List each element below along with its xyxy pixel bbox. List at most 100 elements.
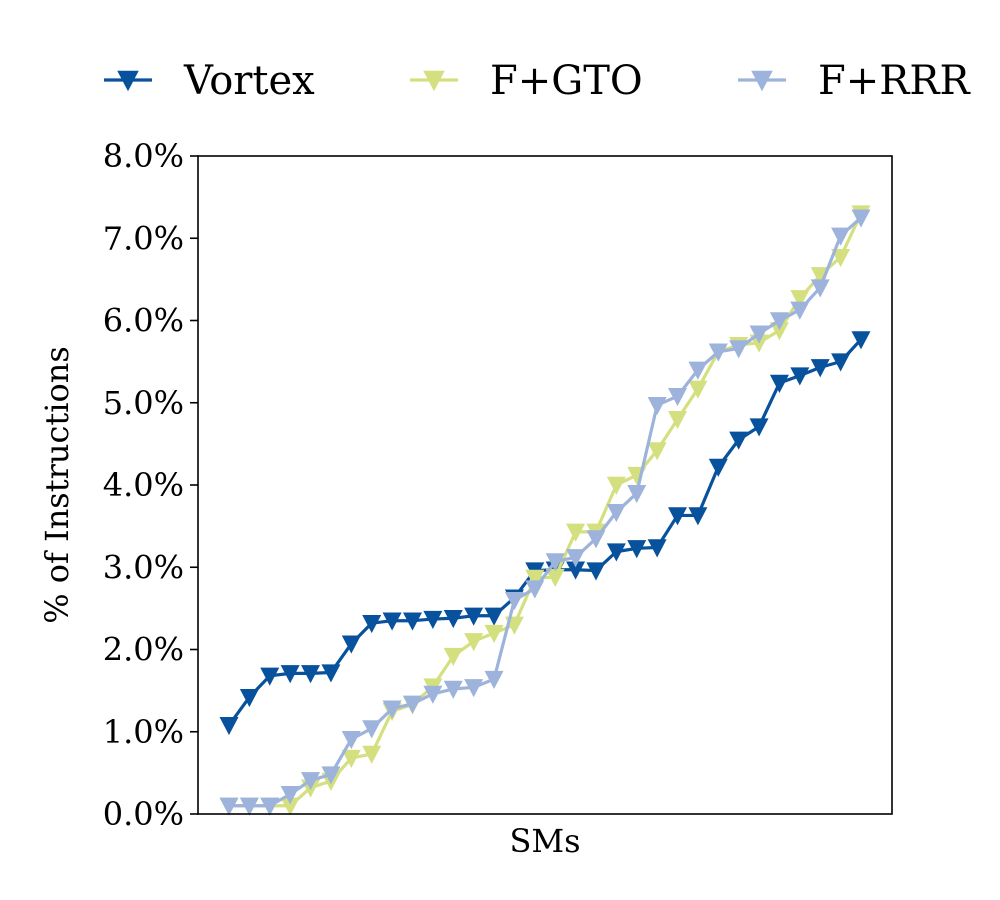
data-point bbox=[831, 353, 851, 372]
y-tick-label: 2.0% bbox=[103, 631, 184, 669]
data-point bbox=[219, 716, 239, 736]
data-point bbox=[668, 411, 688, 430]
data-point bbox=[708, 343, 728, 362]
data-point bbox=[749, 418, 769, 437]
y-tick-label: 3.0% bbox=[103, 548, 184, 586]
series-line bbox=[229, 216, 863, 808]
data-point bbox=[504, 591, 524, 611]
data-point bbox=[708, 458, 728, 477]
legend-item: Vortex bbox=[104, 58, 315, 104]
data-point bbox=[851, 331, 871, 350]
y-tick-label: 6.0% bbox=[103, 302, 184, 340]
data-point bbox=[239, 689, 259, 708]
data-point bbox=[769, 312, 789, 331]
legend-marker bbox=[423, 70, 445, 92]
legend-marker bbox=[751, 70, 773, 92]
data-point bbox=[402, 612, 422, 631]
x-axis-label: SMs bbox=[509, 822, 580, 860]
legend-marker bbox=[117, 70, 139, 92]
data-point bbox=[402, 695, 422, 714]
data-point bbox=[831, 227, 851, 246]
data-point bbox=[688, 380, 708, 399]
data-point bbox=[586, 562, 606, 581]
data-point bbox=[484, 607, 504, 626]
data-point bbox=[831, 248, 851, 268]
data-point bbox=[647, 442, 667, 461]
legend-item: F+GTO bbox=[410, 58, 643, 104]
data-point bbox=[688, 507, 708, 526]
y-tick-label: 1.0% bbox=[103, 713, 184, 751]
series-vortex bbox=[219, 331, 871, 736]
data-point bbox=[280, 665, 300, 684]
legend-label: F+GTO bbox=[490, 58, 643, 104]
data-point bbox=[606, 543, 626, 562]
data-point bbox=[647, 397, 667, 416]
data-point bbox=[321, 766, 341, 785]
y-tick-label: 4.0% bbox=[103, 466, 184, 504]
data-point bbox=[341, 730, 361, 750]
data-point bbox=[382, 700, 402, 719]
data-point bbox=[729, 431, 749, 450]
data-point bbox=[586, 530, 606, 549]
data-point bbox=[688, 361, 708, 380]
data-point bbox=[219, 797, 239, 816]
data-point bbox=[566, 523, 586, 542]
data-point bbox=[484, 670, 504, 690]
legend-label: F+RRR bbox=[818, 58, 972, 104]
data-point bbox=[647, 539, 667, 558]
data-point bbox=[362, 614, 382, 634]
data-point bbox=[729, 340, 749, 359]
data-point bbox=[464, 679, 484, 698]
data-point bbox=[790, 301, 810, 320]
data-point bbox=[260, 797, 280, 816]
data-point bbox=[525, 580, 545, 599]
data-point bbox=[769, 374, 789, 393]
legend-label: Vortex bbox=[183, 58, 315, 104]
data-point bbox=[790, 290, 810, 309]
data-point bbox=[443, 680, 463, 699]
data-point bbox=[525, 569, 545, 588]
data-point bbox=[280, 786, 300, 805]
y-tick-label: 0.0% bbox=[103, 795, 184, 833]
plot-frame bbox=[197, 155, 893, 815]
data-point bbox=[301, 665, 321, 684]
data-point bbox=[606, 476, 626, 495]
data-point bbox=[566, 549, 586, 568]
data-point bbox=[749, 325, 769, 344]
legend: Vortex F+GTO F+RRR bbox=[104, 58, 972, 104]
data-point bbox=[464, 633, 484, 652]
data-point bbox=[810, 359, 830, 378]
data-point bbox=[668, 387, 688, 407]
plot-area bbox=[219, 205, 871, 816]
data-point bbox=[301, 772, 321, 791]
data-point bbox=[443, 610, 463, 629]
data-point bbox=[382, 612, 402, 631]
y-tick-label: 5.0% bbox=[103, 384, 184, 422]
data-point bbox=[606, 503, 626, 523]
series-f-rrr bbox=[219, 209, 871, 816]
data-point bbox=[790, 367, 810, 386]
data-point bbox=[239, 797, 259, 816]
data-point bbox=[260, 667, 280, 686]
data-point bbox=[362, 745, 382, 764]
data-point bbox=[321, 664, 341, 683]
y-axis-label: % of Instructions bbox=[38, 346, 76, 624]
data-point bbox=[362, 720, 382, 739]
data-point bbox=[423, 685, 443, 704]
series-f-gto bbox=[219, 205, 871, 816]
data-point bbox=[484, 624, 504, 643]
data-point bbox=[443, 647, 463, 667]
legend-item: F+RRR bbox=[738, 58, 972, 104]
data-point bbox=[851, 209, 871, 228]
data-point bbox=[810, 279, 830, 298]
data-point bbox=[341, 749, 361, 769]
data-point bbox=[627, 485, 647, 504]
y-tick-label: 8.0% bbox=[103, 137, 184, 175]
data-point bbox=[464, 607, 484, 626]
data-point bbox=[423, 610, 443, 629]
data-point bbox=[627, 540, 647, 559]
data-point bbox=[341, 635, 361, 654]
data-point bbox=[545, 553, 565, 572]
y-axis: 0.0% 1.0% 2.0% 3.0% 4.0% 5.0% 6.0% 7.0% 8.0% bbox=[103, 137, 198, 833]
